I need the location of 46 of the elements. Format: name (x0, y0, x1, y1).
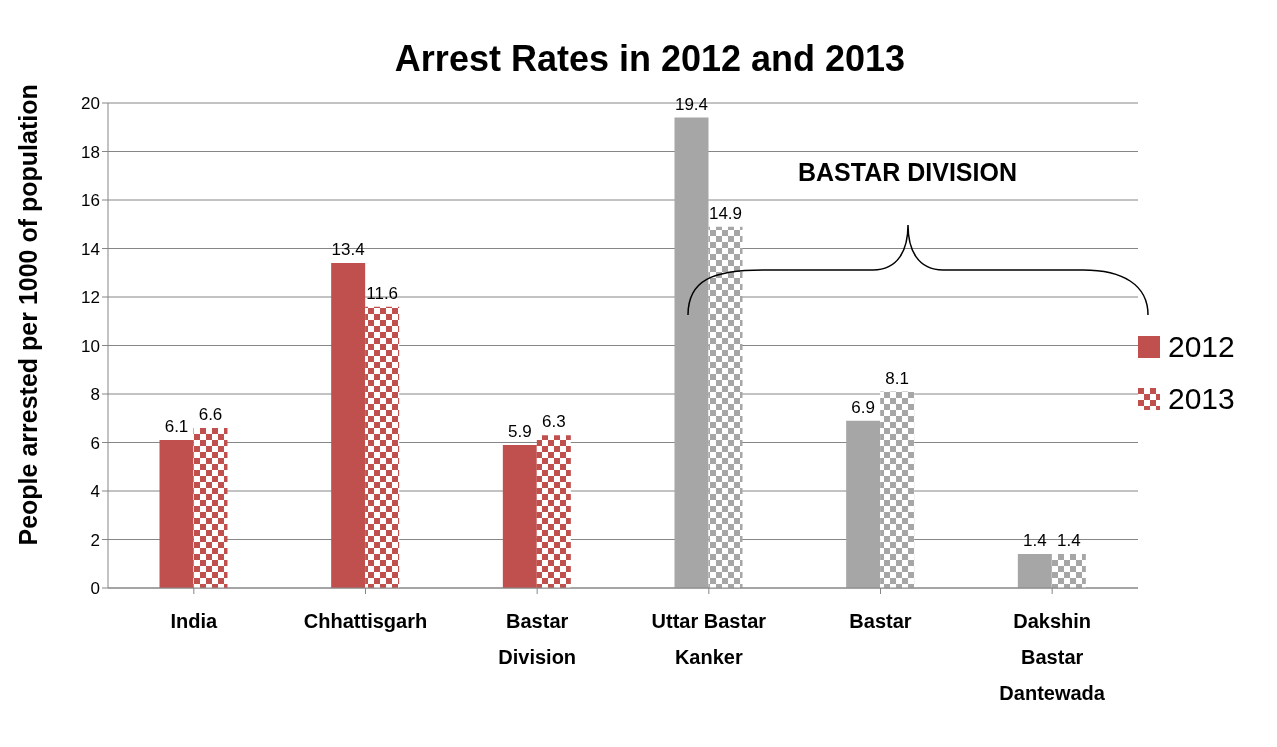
y-tick-label: 20 (81, 94, 100, 114)
bar (159, 440, 194, 588)
x-tick-label: India (170, 610, 219, 632)
bar (674, 117, 709, 588)
legend-label: 2012 (1168, 330, 1235, 364)
x-tick-label: Uttar Bastar Kanker (651, 610, 767, 668)
y-tick-label: 0 (90, 579, 100, 599)
data-label: 19.4 (674, 94, 709, 114)
bar (331, 263, 366, 588)
y-tick-label: 16 (81, 191, 100, 211)
data-label: 13.4 (331, 240, 365, 260)
data-label: 8.1 (885, 368, 909, 388)
chart-title: Arrest Rates in 2012 and 2013 (393, 38, 907, 80)
bar (846, 420, 881, 588)
x-tick-label: Bastar Division (498, 610, 577, 668)
data-label: 5.9 (508, 421, 532, 441)
bar (708, 226, 743, 588)
y-tick-label: 10 (81, 336, 100, 356)
bar (193, 427, 228, 588)
y-axis-title: People arrested per 1000 of population (13, 84, 42, 546)
x-tick-label: Chhattisgarh (303, 610, 428, 632)
data-label: 6.9 (851, 397, 875, 417)
bar (536, 435, 571, 588)
y-tick-label: 12 (81, 288, 100, 308)
data-label: 6.6 (198, 404, 223, 424)
data-label: 6.3 (542, 412, 566, 432)
bar (880, 391, 915, 588)
data-label: 6.1 (164, 417, 189, 437)
bar (365, 306, 400, 588)
data-label: 11.6 (366, 283, 399, 303)
y-tick-label: 6 (90, 433, 100, 453)
data-label: 1.4 (1023, 531, 1047, 551)
annotation: BASTAR DIVISION (798, 158, 1017, 187)
data-label: 14.9 (708, 203, 743, 223)
legend-label: 2013 (1168, 382, 1235, 416)
y-tick-label: 8 (90, 385, 100, 405)
x-tick-label: Bastar (849, 610, 912, 632)
y-tick-label: 18 (81, 142, 100, 162)
bar (502, 444, 537, 588)
bar (1017, 554, 1052, 588)
y-tick-label: 4 (90, 482, 100, 502)
y-tick-label: 2 (90, 530, 100, 550)
bar (1051, 554, 1086, 588)
x-tick-label: Dakshin Bastar Dantewada (999, 610, 1106, 704)
y-tick-label: 14 (81, 239, 100, 259)
data-label: 1.4 (1057, 531, 1081, 551)
